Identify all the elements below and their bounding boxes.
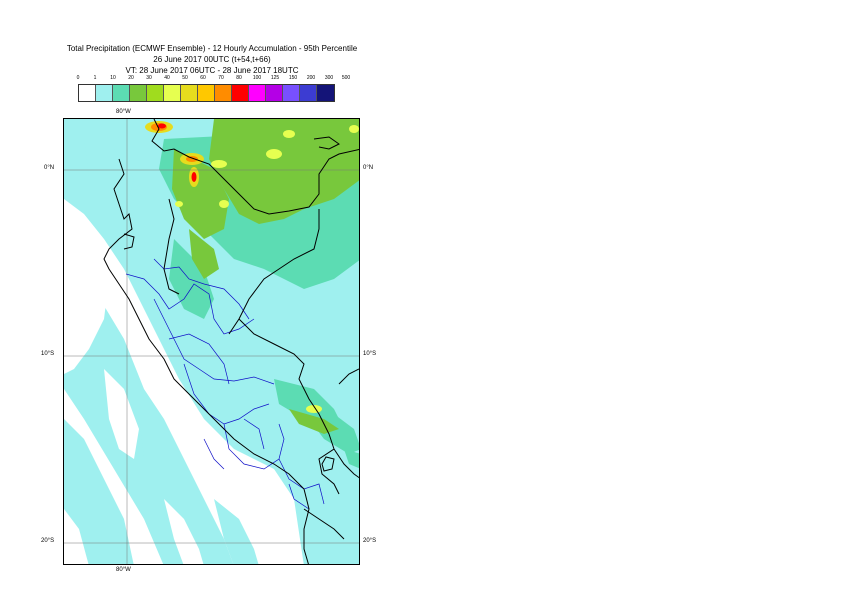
lat-label-right: 20°S	[363, 538, 377, 544]
map-canvas	[64, 119, 359, 564]
admin-borders	[125, 258, 325, 510]
legend-swatch	[300, 85, 317, 101]
legend-swatch	[164, 85, 181, 101]
legend-swatch	[181, 85, 198, 101]
lat-label-right: 10°S	[363, 351, 377, 357]
country-borders	[103, 119, 359, 564]
lat-label-left: 10°S	[41, 351, 55, 357]
graticule	[64, 119, 359, 564]
legend-tick: 300	[324, 75, 334, 81]
legend-tick: 50	[182, 75, 188, 81]
legend-tick: 70	[218, 75, 224, 81]
lat-label-left: 0°N	[44, 165, 55, 171]
lon-label-bottom: 80°W	[116, 567, 131, 573]
title-line-1: Total Precipitation (ECMWF Ensemble) - 1…	[66, 44, 358, 53]
legend-swatch	[232, 85, 249, 101]
precipitation-map	[63, 118, 360, 565]
legend-tick: 0	[76, 75, 80, 81]
legend-tick: 10	[110, 75, 116, 81]
legend-swatch	[130, 85, 147, 101]
precip-field-heavy	[172, 119, 359, 434]
precip-hotspots	[145, 121, 359, 413]
legend-swatch	[113, 85, 130, 101]
legend-tick: 20	[128, 75, 134, 81]
lat-label-right: 0°N	[363, 165, 374, 171]
legend-swatch	[317, 85, 334, 101]
legend-tick: 40	[164, 75, 170, 81]
legend-tick: 100	[252, 75, 262, 81]
legend-swatch	[147, 85, 164, 101]
legend-tick: 125	[270, 75, 280, 81]
legend-swatch	[249, 85, 266, 101]
lon-label-top: 80°W	[116, 109, 131, 115]
legend-tick: 150	[288, 75, 298, 81]
legend-swatch	[266, 85, 283, 101]
legend-swatch	[96, 85, 113, 101]
legend-tick: 30	[146, 75, 152, 81]
legend-swatch	[198, 85, 215, 101]
legend-tick-labels: 0 1 10 20 30 40 50 60 70 80 100 125 150 …	[70, 75, 360, 83]
no-precip-areas	[64, 209, 204, 564]
lat-label-left: 20°S	[41, 538, 55, 544]
title-line-2: 26 June 2017 00UTC (t+54,t+66)	[153, 55, 271, 64]
legend-swatch	[79, 85, 96, 101]
color-legend	[78, 84, 335, 102]
legend-tick: 500	[341, 75, 351, 81]
legend-swatch	[215, 85, 232, 101]
legend-tick: 60	[200, 75, 206, 81]
legend-tick: 80	[236, 75, 242, 81]
legend-tick: 200	[306, 75, 316, 81]
title-line-3: VT: 28 June 2017 06UTC - 28 June 2017 18…	[125, 66, 299, 75]
legend-tick: 1	[93, 75, 97, 81]
legend-swatch	[283, 85, 300, 101]
